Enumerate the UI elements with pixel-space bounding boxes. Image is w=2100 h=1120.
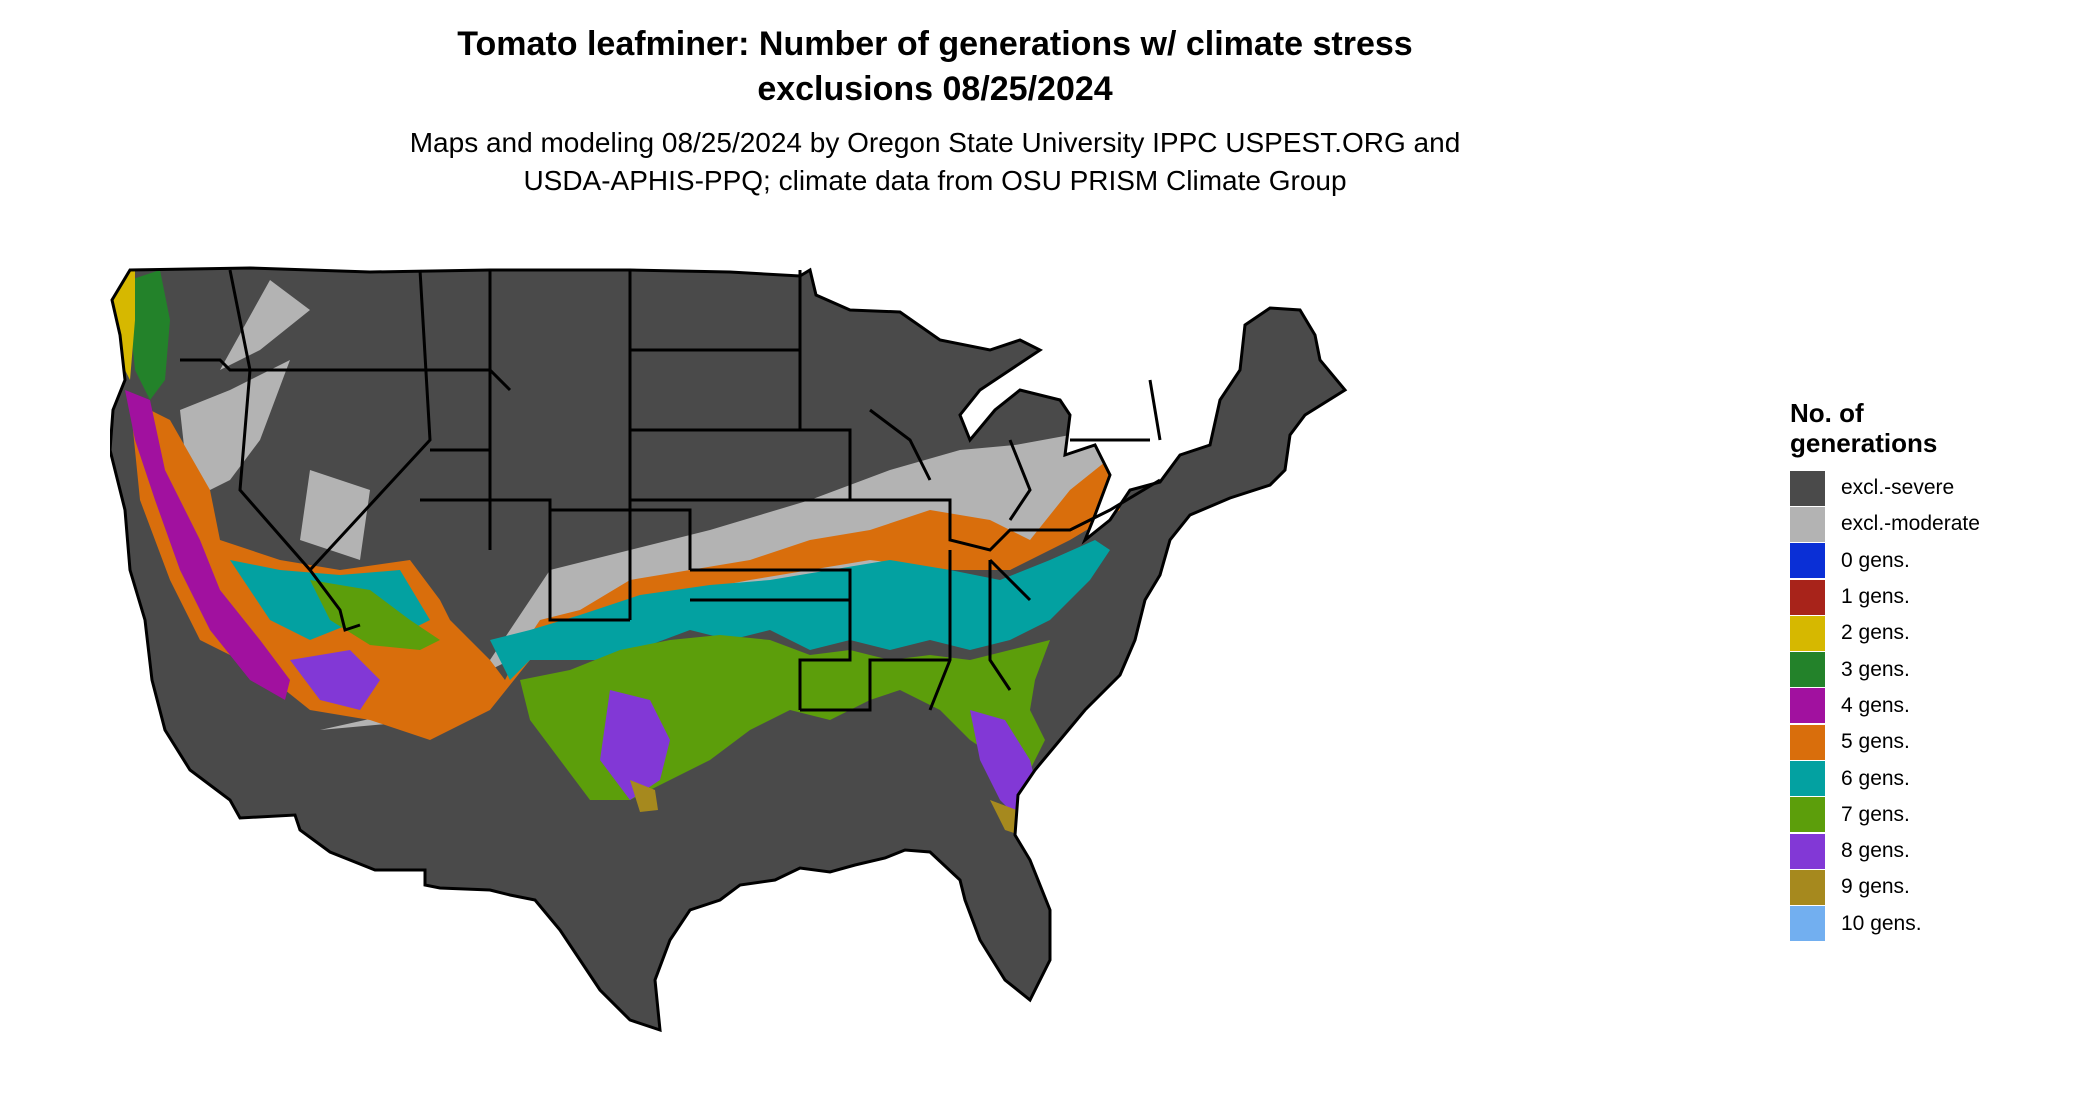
- map-title: Tomato leafminer: Number of generations …: [0, 22, 1870, 112]
- legend-item-5-gens: 5 gens.: [1790, 724, 1980, 760]
- legend-item-8-gens: 8 gens.: [1790, 833, 1980, 869]
- legend-swatch: [1790, 543, 1825, 579]
- legend-swatch: [1790, 579, 1825, 615]
- zone-6-gens: [230, 540, 1110, 680]
- legend-swatch: [1790, 506, 1825, 542]
- legend-label: 0 gens.: [1841, 548, 1910, 572]
- legend-title-line-2: generations: [1790, 428, 1938, 458]
- zone-5-gens: [130, 400, 1120, 740]
- legend-item-4-gens: 4 gens.: [1790, 688, 1980, 724]
- legend-label: 1 gens.: [1841, 585, 1910, 609]
- legend-label: 7 gens.: [1841, 802, 1910, 826]
- legend-label: 2 gens.: [1841, 621, 1910, 645]
- legend-item-9-gens: 9 gens.: [1790, 869, 1980, 905]
- zone-3-gens: [130, 270, 170, 400]
- map-title-line-1: Tomato leafminer: Number of generations …: [457, 25, 1413, 63]
- legend-swatch: [1790, 724, 1825, 760]
- legend-item-2-gens: 2 gens.: [1790, 615, 1980, 651]
- legend-title: No. of generations: [1790, 398, 1980, 458]
- legend-label: 3 gens.: [1841, 657, 1910, 681]
- legend-item-6-gens: 6 gens.: [1790, 760, 1980, 797]
- legend-item-excl-severe: excl.-severe: [1790, 470, 1980, 506]
- map-subtitle-line-2: USDA-APHIS-PPQ; climate data from OSU PR…: [523, 165, 1347, 196]
- legend-item-0-gens: 0 gens.: [1790, 543, 1980, 579]
- legend-item-7-gens: 7 gens.: [1790, 797, 1980, 833]
- legend: No. of generations excl.-severe excl.-mo…: [1790, 398, 1980, 942]
- legend-item-1-gens: 1 gens.: [1790, 579, 1980, 615]
- zone-8-gens: [290, 650, 1040, 830]
- legend-label: 6 gens.: [1841, 766, 1910, 790]
- legend-swatch: [1790, 797, 1825, 833]
- legend-title-line-1: No. of: [1790, 398, 1864, 428]
- legend-swatch: [1790, 688, 1825, 724]
- legend-label: 10 gens.: [1841, 911, 1922, 935]
- legend-item-3-gens: 3 gens.: [1790, 651, 1980, 688]
- us-generations-map: [110, 266, 1347, 1032]
- legend-swatch: [1790, 470, 1825, 506]
- legend-label: 4 gens.: [1841, 693, 1910, 717]
- zone-excl-moderate-west: [180, 280, 370, 560]
- legend-label: 8 gens.: [1841, 839, 1910, 863]
- map-subtitle: Maps and modeling 08/25/2024 by Oregon S…: [0, 124, 1870, 200]
- legend-swatch: [1790, 906, 1825, 942]
- legend-swatch: [1790, 615, 1825, 651]
- legend-label: excl.-moderate: [1841, 512, 1980, 536]
- legend-label: 5 gens.: [1841, 730, 1910, 754]
- legend-label: 9 gens.: [1841, 875, 1910, 899]
- legend-swatch: [1790, 833, 1825, 869]
- zone-2-gens: [110, 270, 135, 380]
- legend-label: excl.-severe: [1841, 476, 1955, 500]
- map-subtitle-line-1: Maps and modeling 08/25/2024 by Oregon S…: [409, 127, 1461, 158]
- state-boundaries: [180, 269, 1162, 712]
- zone-7-gens: [310, 580, 1050, 800]
- legend-item-excl-moderate: excl.-moderate: [1790, 506, 1980, 542]
- map-title-line-2: exclusions 08/25/2024: [757, 70, 1113, 108]
- legend-swatch: [1790, 869, 1825, 905]
- legend-item-10-gens: 10 gens.: [1790, 906, 1980, 942]
- legend-swatch: [1790, 761, 1825, 797]
- legend-swatch: [1790, 652, 1825, 688]
